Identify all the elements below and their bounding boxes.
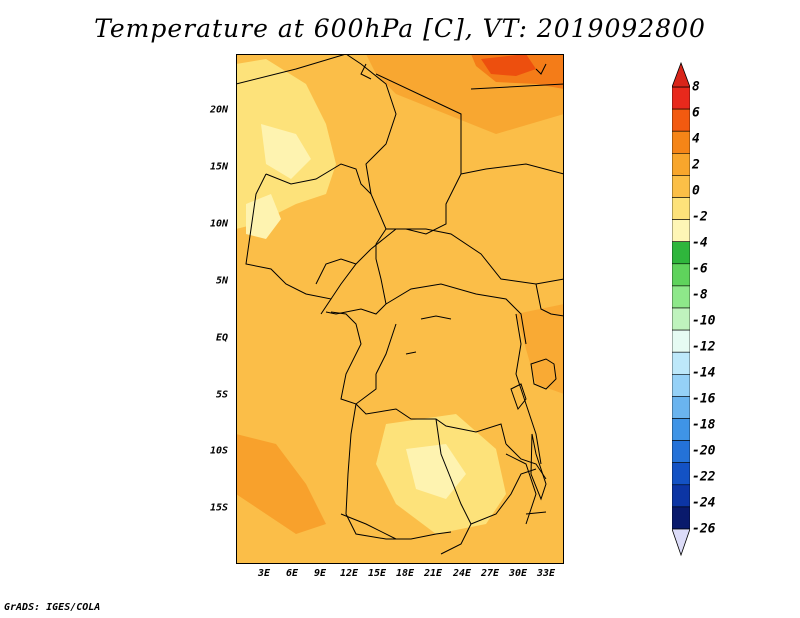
lon-label-24e: 24E (452, 568, 472, 579)
warm-region-2-to-4-east (516, 304, 564, 394)
colorbar-segment (672, 506, 690, 530)
colorbar-segment (672, 285, 690, 309)
colorbar-segment (672, 263, 690, 287)
colorbar-label-8: 8 (692, 79, 700, 95)
colorbar-segment (672, 373, 690, 397)
colorbar-label-minus22: -22 (692, 469, 716, 485)
map-panel (236, 54, 564, 564)
colorbar-segments (672, 86, 690, 530)
lat-label-15n: 15N (209, 161, 228, 173)
hot-region-6-to-8 (481, 54, 536, 76)
colorbar-segment (672, 108, 690, 132)
lon-label-12e: 12E (339, 568, 359, 579)
colorbar-label-minus20: -20 (692, 443, 716, 459)
grads-credit: GrADS: IGES/COLA (4, 602, 101, 613)
map-frame (236, 54, 564, 564)
lat-label-15s: 15S (209, 502, 228, 514)
colorbar-segment (672, 307, 690, 331)
cool-region-minus4-to-minus2-sahel (261, 124, 311, 179)
colorbar-label-minus2: -2 (692, 209, 708, 225)
lon-label-15e: 15E (367, 568, 387, 579)
colorbar-segment (672, 351, 690, 375)
lon-label-30e: 30E (508, 568, 528, 579)
colorbar-label-6: 6 (692, 105, 700, 121)
colorbar-over-triangle (672, 61, 690, 88)
colorbar-label-minus16: -16 (692, 391, 716, 407)
lon-label-9e: 9E (313, 568, 327, 579)
warm-region-2-to-4-southwest (236, 434, 326, 534)
colorbar-segment (672, 219, 690, 243)
colorbar-label-minus18: -18 (692, 417, 716, 433)
colorbar-label-minus12: -12 (692, 339, 716, 355)
lon-label-27e: 27E (480, 568, 500, 579)
colorbar-segment (672, 197, 690, 220)
colorbar-segment (672, 153, 690, 176)
colorbar-label-minus24: -24 (692, 495, 716, 511)
lat-label-20n: 20N (209, 104, 228, 116)
temperature-map (236, 54, 564, 564)
colorbar-segment (672, 329, 690, 353)
lon-label-6e: 6E (285, 568, 299, 579)
colorbar-label-minus4: -4 (692, 235, 708, 251)
colorbar (672, 61, 690, 557)
colorbar-segment (672, 440, 690, 464)
country-borders (236, 54, 564, 555)
lat-label-10n: 10N (209, 218, 228, 230)
colorbar-segment (672, 130, 690, 154)
colorbar-segment (672, 396, 690, 419)
colorbar-label-minus14: -14 (692, 365, 716, 381)
colorbar-segment (672, 418, 690, 441)
map-title: Temperature at 600hPa [C], VT: 201909280… (94, 14, 706, 43)
lat-label-5n: 5N (215, 275, 228, 287)
colorbar-label-minus8: -8 (692, 287, 708, 303)
cool-region-minus4-to-minus2-south (406, 444, 466, 499)
colorbar-label-4: 4 (692, 131, 700, 147)
lon-label-33e: 33E (536, 568, 556, 579)
colorbar-segment (672, 462, 690, 486)
lon-label-3e: 3E (257, 568, 271, 579)
colorbar-segment (672, 175, 690, 198)
lat-label-eq: EQ (215, 332, 228, 344)
colorbar-label-minus6: -6 (692, 261, 708, 277)
lat-label-10s: 10S (209, 445, 228, 457)
colorbar-label-2: 2 (692, 157, 700, 173)
lon-label-18e: 18E (395, 568, 415, 579)
lon-label-21e: 21E (423, 568, 443, 579)
colorbar-label-minus10: -10 (692, 313, 716, 329)
colorbar-label-minus26: -26 (692, 521, 716, 537)
colorbar-under-triangle (672, 528, 690, 557)
colorbar-segment (672, 241, 690, 265)
lat-label-5s: 5S (215, 389, 228, 401)
colorbar-label-0: 0 (692, 183, 700, 199)
colorbar-segment (672, 484, 690, 508)
colorbar-segment (672, 86, 690, 110)
